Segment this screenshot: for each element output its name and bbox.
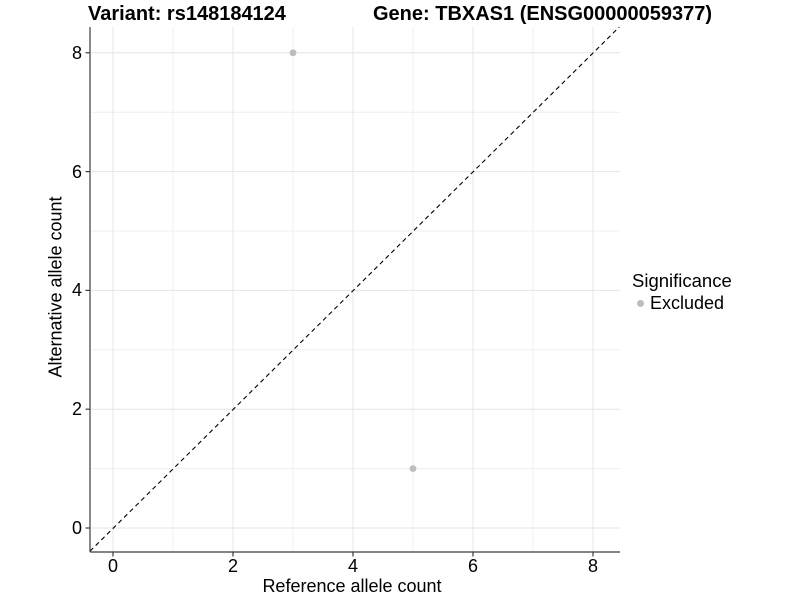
plot-title-gene: Gene: TBXAS1 (ENSG00000059377) [373, 3, 713, 25]
x-axis-tick-label: 4 [347, 556, 359, 576]
y-axis-tick-label: 8 [71, 42, 82, 63]
data-point-excluded [409, 465, 417, 472]
x-axis-tick-label: 0 [107, 556, 119, 576]
x-axis-title: Reference allele count [262, 576, 442, 596]
y-axis-tick-label: 4 [71, 280, 82, 301]
legend: Significance Excluded [632, 270, 732, 313]
y-axis-tick-label: 6 [71, 161, 82, 182]
data-point-excluded [289, 49, 297, 57]
legend-item-label: Excluded [650, 293, 725, 313]
y-axis-tick-label: 0 [71, 518, 82, 538]
legend-items: Excluded [632, 293, 732, 313]
y-axis-tick-label: 2 [71, 399, 82, 420]
x-axis-tick-label: 6 [467, 556, 479, 576]
legend-item: Excluded [632, 293, 732, 313]
x-axis-tick-label: 8 [587, 556, 599, 576]
legend-title: Significance [632, 270, 732, 291]
plot-title-variant: Variant: rs148184124 [88, 3, 286, 25]
legend-key-point-icon [637, 299, 644, 307]
x-axis-tick-label: 2 [227, 556, 239, 576]
y-axis-title: Alternative allele count [45, 196, 66, 378]
identity-dashed-line [89, 26, 620, 552]
